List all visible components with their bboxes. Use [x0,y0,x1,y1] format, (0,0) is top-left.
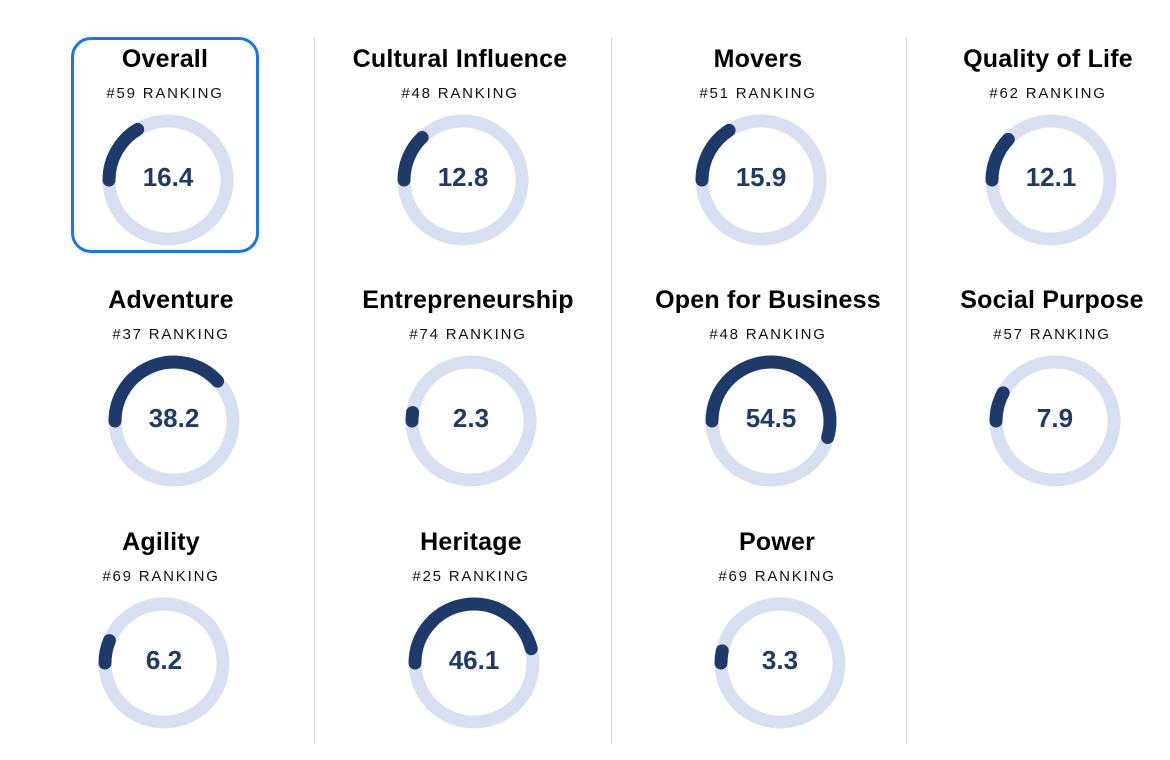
metric-ranking: #62 RANKING [989,85,1107,102]
gauge-fill-arc [714,644,729,670]
score-gauge: 16.4 [101,113,235,247]
gauge-fill-arc [108,355,225,428]
metric-score: 2.3 [452,403,490,433]
metric-title: Agility [122,528,200,556]
gauge-fill-arc [397,131,429,187]
gauge-graphic [108,355,240,487]
metric-title: Adventure [108,286,234,314]
metric-ranking: #69 RANKING [718,568,836,585]
metric-card-quality-of-life[interactable]: Quality of Life #62 RANKING 12.1 [954,37,1142,253]
metric-score: 3.3 [761,645,799,675]
metric-card-cultural-influence[interactable]: Cultural Influence #48 RANKING 12.8 [353,37,567,253]
metric-ranking: #59 RANKING [106,85,224,102]
gauge-fill-arc [102,122,145,187]
metric-card-open-for-business[interactable]: Open for Business #48 RANKING 54.5 [655,278,881,494]
metric-title: Open for Business [655,286,881,314]
gauge-fill-arc [408,597,538,670]
gauge-graphic [405,355,537,487]
score-gauge: 3.3 [713,596,847,730]
metric-score: 12.1 [1025,162,1077,192]
metric-title: Social Purpose [960,286,1144,314]
metric-title: Entrepreneurship [362,286,574,314]
gauge-graphic [714,597,846,729]
metric-score: 6.2 [145,645,183,675]
gauge-fill-arc [985,132,1015,187]
metric-ranking: #69 RANKING [102,568,220,585]
metric-score: 54.5 [745,403,797,433]
score-gauge: 2.3 [404,354,538,488]
gauge-fill-arc [695,123,736,187]
metric-title: Cultural Influence [352,45,568,73]
metric-title: Power [738,528,816,556]
score-gauge: 46.1 [407,596,541,730]
metric-card-movers[interactable]: Movers #51 RANKING 15.9 [664,37,852,253]
metric-ranking: #37 RANKING [112,326,230,343]
metric-ranking: #51 RANKING [699,85,817,102]
score-gauge: 12.1 [984,113,1118,247]
metric-title: Quality of Life [963,45,1133,73]
gauge-graphic [989,355,1121,487]
metric-ranking: #48 RANKING [401,85,519,102]
metric-ranking: #57 RANKING [993,326,1111,343]
score-gauge: 12.8 [396,113,530,247]
metric-score: 16.4 [142,162,194,192]
gauge-graphic [408,597,540,729]
metric-ranking: #48 RANKING [709,326,827,343]
gauge-graphic [695,114,827,246]
metric-title: Heritage [420,528,522,556]
gauge-fill-arc [98,634,116,670]
metric-card-power[interactable]: Power #69 RANKING 3.3 [683,520,871,736]
gauge-graphic [397,114,529,246]
metric-ranking: #74 RANKING [409,326,527,343]
metric-card-entrepreneurship[interactable]: Entrepreneurship #74 RANKING 2.3 [362,278,574,494]
column-divider [611,38,612,744]
metric-ranking: #25 RANKING [412,568,530,585]
metric-card-agility[interactable]: Agility #69 RANKING 6.2 [67,520,255,736]
score-gauge: 38.2 [107,354,241,488]
gauge-fill-arc [989,386,1010,428]
gauge-graphic [98,597,230,729]
metric-title: Movers [713,45,803,73]
metric-card-overall[interactable]: Overall #59 RANKING 16.4 [71,37,259,253]
gauge-fill-arc [405,406,420,428]
metric-score: 46.1 [448,645,500,675]
metric-card-heritage[interactable]: Heritage #25 RANKING 46.1 [377,520,565,736]
metric-title: Overall [121,45,209,73]
gauge-graphic [705,355,837,487]
gauge-graphic [102,114,234,246]
gauge-graphic [985,114,1117,246]
score-gauge: 6.2 [97,596,231,730]
metric-card-social-purpose[interactable]: Social Purpose #57 RANKING 7.9 [958,278,1146,494]
score-gauge: 15.9 [694,113,828,247]
column-divider [906,38,907,744]
metric-score: 15.9 [735,162,787,192]
metric-score: 12.8 [437,162,489,192]
metric-score: 7.9 [1036,403,1074,433]
column-divider [314,38,315,744]
score-gauge: 54.5 [704,354,838,488]
metric-card-adventure[interactable]: Adventure #37 RANKING 38.2 [77,278,265,494]
gauge-fill-arc [705,355,837,444]
score-gauge: 7.9 [988,354,1122,488]
metric-score: 38.2 [148,403,200,433]
